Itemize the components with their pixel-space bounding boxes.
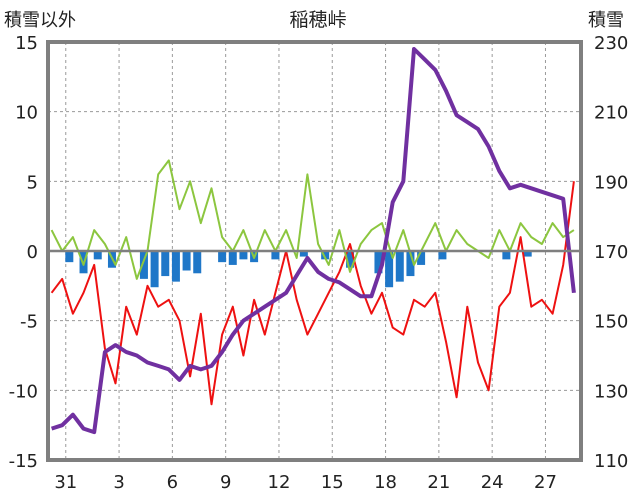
y-tick-right-label: 130 <box>594 381 628 402</box>
y-ticks-left: 15 10 5 0 -5 -10 -15 <box>9 33 38 472</box>
x-tick-label: 9 <box>220 472 231 493</box>
x-tick-label: 24 <box>481 472 504 493</box>
x-tick-label: 27 <box>534 472 557 493</box>
x-tick-label: 12 <box>268 472 291 493</box>
x-tick-label: 31 <box>54 472 77 493</box>
bar <box>171 251 180 282</box>
chart-title: 稲穂峠 <box>289 9 346 31</box>
x-ticks: 31 3 6 9 12 15 18 21 24 27 <box>54 472 557 493</box>
bar <box>346 251 355 268</box>
line-series <box>50 47 576 435</box>
bar <box>406 251 415 277</box>
bar <box>271 251 280 260</box>
bar <box>139 251 148 279</box>
series-line-3 <box>50 47 576 435</box>
y-tick-left-label: 10 <box>15 103 38 124</box>
bar <box>218 251 227 263</box>
bar <box>93 251 102 260</box>
y-tick-right-label: 210 <box>594 103 628 124</box>
bar <box>161 251 170 277</box>
y-tick-left-label: 0 <box>27 242 38 263</box>
bar <box>193 251 202 274</box>
y-tick-right-label: 110 <box>594 451 628 472</box>
y-axis-right-label: 積雪 <box>588 10 624 31</box>
y-tick-right-label: 190 <box>594 172 628 193</box>
y-tick-left-label: -5 <box>20 312 38 333</box>
bar <box>239 251 248 260</box>
series-line-2 <box>50 159 575 280</box>
bar <box>385 251 394 288</box>
bar <box>523 251 532 257</box>
y-tick-left-label: 15 <box>15 33 38 54</box>
bar <box>438 251 447 260</box>
plot-frame <box>46 40 583 462</box>
x-tick-label: 18 <box>374 472 397 493</box>
y-tick-left-label: 5 <box>27 172 38 193</box>
x-tick-label: 21 <box>427 472 450 493</box>
bar <box>182 251 191 271</box>
bar <box>417 251 426 265</box>
bar <box>228 251 237 265</box>
bar <box>65 251 74 263</box>
series-line-1 <box>50 181 575 406</box>
y-tick-right-label: 230 <box>594 33 628 54</box>
y-tick-right-label: 170 <box>594 242 628 263</box>
bar <box>299 251 308 257</box>
y-tick-right-label: 150 <box>594 312 628 333</box>
x-tick-label: 3 <box>113 472 124 493</box>
bar <box>321 251 330 260</box>
x-tick-label: 6 <box>167 472 178 493</box>
bar <box>150 251 159 288</box>
y-ticks-right: 230 210 190 170 150 130 110 <box>594 33 628 472</box>
bar <box>502 251 511 260</box>
x-tick-label: 15 <box>321 472 344 493</box>
y-axis-left-label: 積雪以外 <box>4 10 76 31</box>
y-tick-left-label: -15 <box>9 451 38 472</box>
bar <box>395 251 404 282</box>
y-tick-left-label: -10 <box>9 381 38 402</box>
bar <box>374 251 383 274</box>
